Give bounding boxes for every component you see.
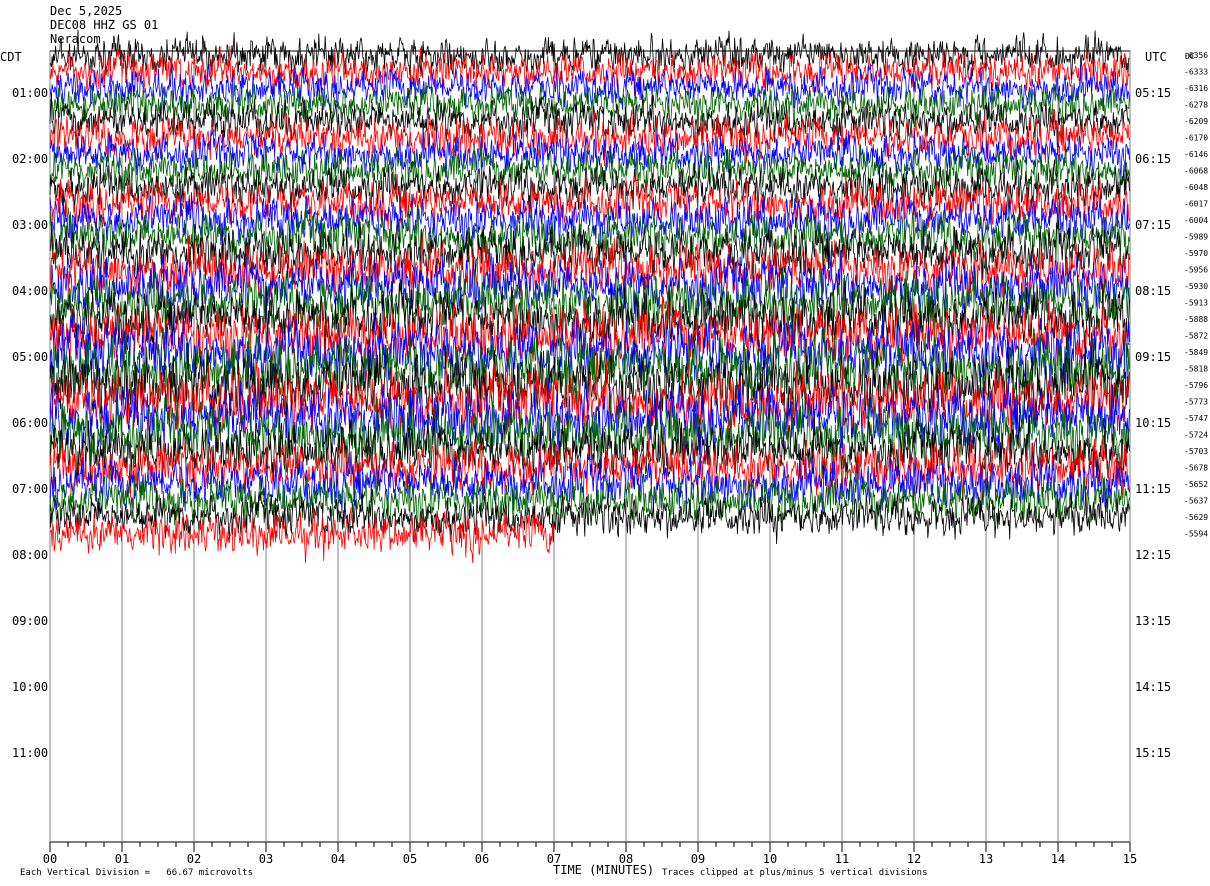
left-time-label: 01:00 bbox=[12, 86, 48, 100]
clip-note: Traces clipped at plus/minus 5 vertical … bbox=[662, 868, 928, 878]
dc-offset-label: -5913 bbox=[1184, 299, 1208, 308]
trace-line-11 bbox=[49, 189, 1130, 251]
dc-offset-label: -5703 bbox=[1184, 447, 1208, 456]
dc-offset-label: -6017 bbox=[1184, 200, 1208, 209]
x-tick-label: 02 bbox=[187, 852, 201, 866]
dc-offset-label: -5652 bbox=[1184, 480, 1208, 489]
dc-offset-label: -5872 bbox=[1184, 332, 1208, 341]
trace-line-9 bbox=[49, 159, 1130, 218]
right-time-label: 11:15 bbox=[1135, 482, 1171, 496]
trace-line-20 bbox=[49, 326, 1130, 415]
trace-line-29 bbox=[49, 489, 1130, 545]
right-time-label: 08:15 bbox=[1135, 284, 1171, 298]
x-tick-label: 11 bbox=[835, 852, 849, 866]
trace-line-7 bbox=[49, 128, 1130, 179]
dc-offset-label: -6316 bbox=[1184, 84, 1208, 93]
dc-offset-label: -5678 bbox=[1184, 464, 1208, 473]
dc-offset-label: -5629 bbox=[1184, 513, 1208, 522]
right-time-label: 06:15 bbox=[1135, 152, 1171, 166]
dc-offset-label: -5724 bbox=[1184, 431, 1208, 440]
dc-offset-label: -6278 bbox=[1184, 101, 1208, 110]
left-axis-title: CDT bbox=[0, 50, 22, 64]
left-time-label: 05:00 bbox=[12, 350, 48, 364]
x-tick-label: 09 bbox=[691, 852, 705, 866]
left-time-label: 06:00 bbox=[12, 416, 48, 430]
trace-line-12 bbox=[49, 205, 1130, 267]
dc-offset-label: -5773 bbox=[1184, 398, 1208, 407]
right-time-label: 07:15 bbox=[1135, 218, 1171, 232]
x-tick-label: 03 bbox=[259, 852, 273, 866]
dc-offset-label: -6068 bbox=[1184, 167, 1208, 176]
x-tick-label: 14 bbox=[1051, 852, 1065, 866]
trace-line-18 bbox=[49, 295, 1130, 376]
date-label: Dec 5,2025 bbox=[50, 4, 123, 18]
left-time-label: 07:00 bbox=[12, 482, 48, 496]
dc-offset-label: -6209 bbox=[1184, 117, 1208, 126]
right-time-label: 12:15 bbox=[1135, 548, 1171, 562]
left-time-label: 03:00 bbox=[12, 218, 48, 232]
dc-offset-label: -6146 bbox=[1184, 150, 1208, 159]
x-tick-label: 12 bbox=[907, 852, 921, 866]
left-time-label: 10:00 bbox=[12, 680, 48, 694]
left-time-label: 09:00 bbox=[12, 614, 48, 628]
dc-offset-label: -6333 bbox=[1184, 68, 1208, 77]
trace-line-16 bbox=[49, 265, 1130, 344]
left-time-label: 11:00 bbox=[12, 746, 48, 760]
x-tick-label: 01 bbox=[115, 852, 129, 866]
x-tick-label: 00 bbox=[43, 852, 57, 866]
dc-offset-label: -5849 bbox=[1184, 348, 1208, 357]
dc-offset-label: -5989 bbox=[1184, 233, 1208, 242]
trace-line-23 bbox=[49, 375, 1130, 465]
dc-offset-label: -5796 bbox=[1184, 381, 1208, 390]
trace-line-8 bbox=[49, 143, 1130, 198]
x-tick-label: 13 bbox=[979, 852, 993, 866]
dc-title: DC bbox=[1185, 52, 1195, 61]
trace-line-30 bbox=[49, 507, 555, 564]
x-tick-label: 15 bbox=[1123, 852, 1137, 866]
trace-line-6 bbox=[49, 109, 1130, 169]
dc-offset-label: -6170 bbox=[1184, 134, 1208, 143]
dc-offset-label: -5970 bbox=[1184, 249, 1208, 258]
right-time-label: 13:15 bbox=[1135, 614, 1171, 628]
station-label: DEC08 HHZ GS 01 bbox=[50, 18, 159, 32]
dc-offset-label: -5818 bbox=[1184, 365, 1208, 374]
x-tick-label: 10 bbox=[763, 852, 777, 866]
x-tick-label: 04 bbox=[331, 852, 345, 866]
x-tick-label: 05 bbox=[403, 852, 417, 866]
dc-offset-label: -5888 bbox=[1184, 315, 1208, 324]
trace-line-2 bbox=[49, 46, 1130, 97]
trace-line-4 bbox=[49, 80, 1130, 129]
trace-line-13 bbox=[49, 220, 1130, 290]
dc-offset-label: -5930 bbox=[1184, 282, 1208, 291]
dc-offset-label: -6356 bbox=[1184, 51, 1208, 60]
left-time-label: 02:00 bbox=[12, 152, 48, 166]
right-time-label: 10:15 bbox=[1135, 416, 1171, 430]
right-time-label: 15:15 bbox=[1135, 746, 1171, 760]
trace-line-28 bbox=[49, 469, 1130, 532]
trace-line-3 bbox=[49, 63, 1130, 116]
x-tick-label: 07 bbox=[547, 852, 561, 866]
network-label: Neracom bbox=[50, 32, 101, 46]
dc-offset-label: -5594 bbox=[1184, 530, 1208, 539]
dc-offset-label: -6004 bbox=[1184, 216, 1208, 225]
dc-offset-label: -5747 bbox=[1184, 414, 1208, 423]
dc-offset-label: -5956 bbox=[1184, 266, 1208, 275]
right-axis-title: UTC bbox=[1145, 50, 1167, 64]
right-time-label: 05:15 bbox=[1135, 86, 1171, 100]
left-time-label: 08:00 bbox=[12, 548, 48, 562]
x-tick-label: 06 bbox=[475, 852, 489, 866]
right-time-label: 14:15 bbox=[1135, 680, 1171, 694]
x-axis-title: TIME (MINUTES) bbox=[553, 863, 655, 877]
scale-note: Each Vertical Division = 66.67 microvolt… bbox=[20, 868, 253, 878]
trace-line-15 bbox=[49, 249, 1130, 323]
dc-offset-label: -5637 bbox=[1184, 497, 1208, 506]
dc-offset-label: -6048 bbox=[1184, 183, 1208, 192]
x-tick-label: 08 bbox=[619, 852, 633, 866]
left-time-label: 04:00 bbox=[12, 284, 48, 298]
right-time-label: 09:15 bbox=[1135, 350, 1171, 364]
